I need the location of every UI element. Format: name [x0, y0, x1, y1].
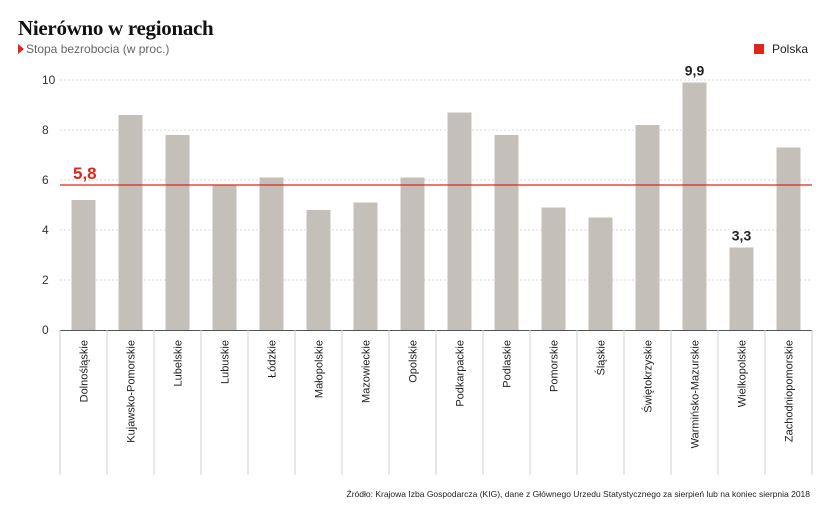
x-tick-label: Warmińsko-Mazurskie — [690, 340, 702, 448]
x-tick-label: Łódzkie — [267, 340, 279, 378]
legend-label: Polska — [771, 42, 808, 56]
subtitle-text: Stopa bezrobocia (w proc.) — [26, 42, 170, 56]
x-tick-label: Mazowieckie — [361, 340, 373, 403]
bar — [306, 210, 331, 330]
x-tick-label: Zachodniopomorskie — [784, 340, 796, 442]
x-tick-label: Lubelskie — [173, 340, 185, 386]
bar — [118, 115, 143, 330]
bar — [776, 147, 801, 330]
y-tick-label: 0 — [42, 323, 49, 337]
bar — [494, 135, 519, 330]
legend: Polska — [753, 42, 808, 56]
x-tick-label: Dolnośląskie — [79, 340, 91, 402]
y-tick-label: 8 — [42, 123, 49, 137]
y-tick-label: 2 — [42, 273, 49, 287]
bar — [447, 112, 472, 330]
y-tick-label: 4 — [42, 223, 49, 237]
x-tick-label: Śląskie — [595, 340, 608, 375]
y-tick-label: 6 — [42, 173, 49, 187]
bar — [729, 247, 754, 330]
x-tick-label: Pomorskie — [549, 340, 561, 392]
x-tick-label: Lubuskie — [220, 340, 232, 384]
bar — [541, 207, 566, 330]
bar — [682, 82, 707, 330]
source-note: Źródło: Krajowa Izba Gospodarcza (KIG), … — [346, 489, 811, 499]
x-tick-label: Podlaskie — [502, 340, 514, 388]
bar — [212, 185, 237, 330]
x-tick-label: Opolskie — [408, 340, 420, 383]
bar — [259, 177, 284, 330]
triangle-bullet-icon — [18, 44, 24, 54]
bar — [71, 200, 96, 330]
bar — [353, 202, 378, 330]
legend-swatch — [753, 44, 764, 54]
data-label: 9,9 — [685, 63, 705, 79]
x-tick-label: Podkarpackie — [455, 340, 467, 407]
data-label: 3,3 — [732, 228, 752, 244]
x-tick-label: Kujawsko-Pomorskie — [126, 340, 138, 443]
y-tick-label: 10 — [42, 73, 56, 87]
bar — [400, 177, 425, 330]
x-tick-label: Małopolskie — [314, 340, 326, 398]
bar — [588, 217, 613, 330]
bar — [635, 125, 660, 330]
reference-label: 5,8 — [73, 164, 97, 183]
x-tick-label: Wielkopolskie — [737, 340, 749, 407]
bar — [165, 135, 190, 330]
chart-title: Nierówno w regionach — [18, 16, 214, 40]
x-tick-label: Świętokrzyskie — [642, 340, 655, 413]
chart-subtitle: Stopa bezrobocia (w proc.) — [18, 42, 169, 56]
